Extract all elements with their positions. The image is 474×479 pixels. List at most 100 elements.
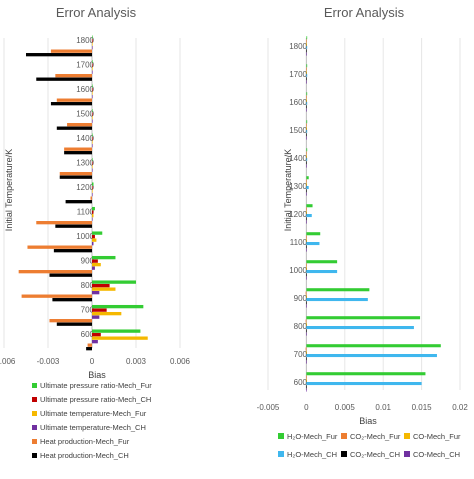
bar: [306, 126, 307, 130]
bar: [87, 343, 92, 347]
bar: [306, 95, 307, 99]
bar: [306, 154, 307, 158]
bar: [306, 161, 307, 165]
bar: [27, 245, 92, 249]
bar: [306, 385, 307, 389]
bar: [52, 298, 92, 302]
x-tick-label: 0.01: [375, 403, 391, 412]
bar: [306, 294, 307, 298]
bar: [306, 214, 312, 218]
bar: [92, 291, 100, 295]
bar: [306, 344, 441, 348]
bar: [306, 207, 307, 211]
bar: [306, 130, 308, 134]
category-label: 1800: [76, 36, 94, 45]
category-label: 1300: [76, 159, 94, 168]
x-tick-label: -0.005: [257, 403, 280, 412]
bar: [306, 375, 307, 379]
legend-label: CO-Mech_CH: [413, 450, 460, 459]
category-label: 1100: [77, 208, 95, 217]
chart-title: Error Analysis: [324, 5, 405, 20]
bar: [50, 102, 92, 106]
category-label: 900: [81, 257, 95, 266]
bar: [306, 189, 307, 193]
bar: [306, 186, 309, 190]
bar: [306, 182, 307, 186]
legend-label: Ultimate pressure ratio-Mech_CH: [40, 395, 151, 404]
x-tick-label: 0.003: [126, 357, 147, 366]
bar: [92, 210, 94, 214]
category-label: 1700: [76, 61, 94, 70]
category-label: 1400: [289, 154, 307, 163]
category-label: 1500: [76, 110, 94, 119]
bar: [306, 276, 307, 280]
bar: [305, 319, 307, 323]
bar: [306, 354, 437, 358]
bar: [306, 326, 414, 330]
bar: [92, 238, 97, 242]
x-axis-label: Bias: [359, 416, 377, 426]
bar: [56, 98, 92, 102]
bar: [92, 108, 93, 113]
bar: [56, 126, 92, 130]
x-tick-label: 0.005: [335, 403, 356, 412]
bar: [92, 329, 141, 333]
legend-marker: [32, 411, 37, 416]
y-axis-label: Initial Temperature/K: [4, 149, 14, 231]
bar: [306, 266, 307, 270]
bar: [59, 172, 92, 176]
x-tick-label: 0.015: [412, 403, 433, 412]
bar: [56, 322, 92, 326]
bar: [90, 196, 92, 200]
bar: [306, 192, 307, 196]
legend-marker: [278, 451, 284, 457]
bar: [306, 360, 307, 364]
bar: [306, 67, 307, 71]
bar: [306, 92, 308, 96]
bar: [306, 372, 426, 376]
legend-label: CO₂-Mech_Fur: [350, 432, 401, 441]
bar: [306, 123, 307, 127]
bar: [86, 347, 92, 351]
bar: [306, 357, 307, 361]
legend: Ultimate pressure ratio-Mech_Fur Ultimate…: [32, 381, 152, 460]
bar: [306, 42, 307, 46]
bar: [92, 266, 95, 270]
bar: [306, 39, 307, 43]
legend-marker: [32, 383, 37, 388]
bar: [306, 316, 421, 320]
bar: [306, 46, 308, 50]
bar: [49, 319, 92, 323]
legend-marker: [404, 451, 410, 457]
bar: [306, 378, 307, 382]
bar: [306, 263, 307, 267]
bar: [306, 136, 307, 140]
bar: [306, 204, 313, 208]
x-axis-label: Bias: [88, 370, 106, 380]
legend-marker: [32, 425, 37, 430]
bar: [64, 151, 92, 155]
bar: [306, 120, 308, 124]
bar: [306, 148, 308, 152]
bar: [92, 206, 95, 211]
bar: [92, 112, 93, 116]
bar: [36, 221, 92, 225]
category-label: 900: [294, 294, 308, 303]
bar: [306, 242, 320, 246]
legend-marker: [278, 433, 284, 439]
bar: [306, 151, 307, 155]
bar: [92, 133, 93, 137]
bar: [306, 322, 307, 326]
bar: [50, 49, 92, 53]
bar: [306, 260, 338, 264]
bar: [92, 231, 103, 235]
category-label: 600: [81, 330, 95, 339]
category-label: 1600: [76, 85, 94, 94]
bar: [92, 136, 93, 141]
legend-label: Ultimate temperature-Mech_Fur: [40, 409, 147, 418]
legend-label: Ultimate temperature-Mech_CH: [40, 423, 146, 432]
bar: [306, 217, 307, 221]
bar: [67, 123, 92, 127]
bar: [92, 119, 93, 123]
